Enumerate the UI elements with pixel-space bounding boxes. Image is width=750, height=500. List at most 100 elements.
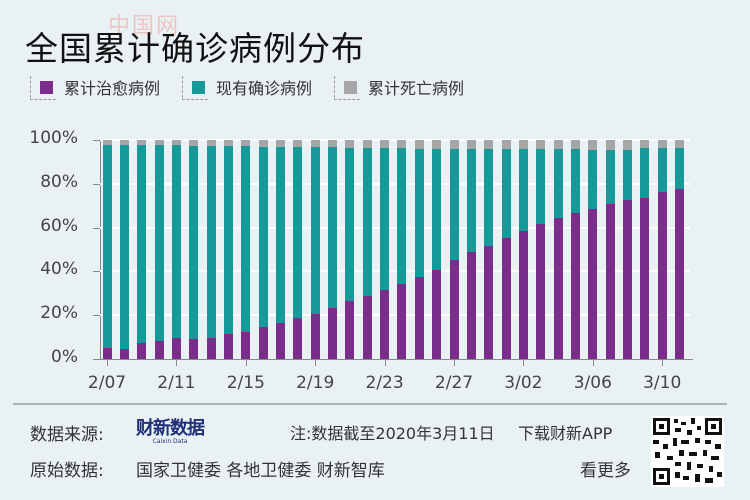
bar-segment-deaths	[223, 140, 233, 147]
brand-logo: 财新数据 Caixin Data	[136, 414, 205, 445]
bar-segment-recovered	[345, 300, 355, 359]
bar-segment-deaths	[276, 140, 285, 147]
bar-segment-recovered	[258, 327, 268, 359]
bar-segment-active	[137, 145, 147, 343]
source-label: 数据来源:	[30, 425, 104, 445]
origin-sources: 国家卫健委 各地卫健委 财新智库	[136, 461, 385, 481]
bar-segment-deaths	[102, 140, 112, 145]
bar-segment-recovered	[657, 191, 667, 359]
bar-segment-active	[536, 149, 546, 225]
x-tick	[245, 359, 247, 366]
brand-name: 财新数据	[136, 418, 205, 439]
bar-segment-recovered	[570, 212, 580, 359]
bar-segment-recovered	[241, 332, 251, 359]
bar-segment-deaths	[189, 140, 199, 146]
legend-item-active: 现有确诊病例	[182, 74, 312, 100]
bar-segment-deaths	[466, 140, 476, 149]
stacked-bar-chart: 0% 20% 40% 60% 80% 100% 2/07 2/11 2/15 2/19 2/23 2/…	[29, 128, 693, 393]
bar-segment-deaths	[293, 140, 303, 147]
bar-segment-recovered	[206, 337, 216, 359]
bar-segment-active	[276, 146, 285, 324]
x-tick	[176, 359, 178, 366]
y-tick-label: 40%	[40, 259, 78, 280]
bar-segment-active	[675, 147, 685, 190]
bar-segment-active	[570, 149, 580, 213]
bar-segment-recovered	[276, 323, 285, 359]
bar-segment-deaths	[328, 140, 338, 148]
data-note: 注:数据截至2020年3月11日	[290, 424, 495, 443]
gridline	[100, 226, 690, 229]
footer-divider	[13, 403, 727, 405]
bar-segment-recovered	[328, 307, 338, 359]
qr-code-icon[interactable]	[651, 416, 724, 487]
bar-segment-active	[484, 148, 494, 246]
bar-segment-recovered	[466, 251, 476, 359]
x-tick-label: 2/15	[226, 373, 265, 393]
bar-segment-deaths	[119, 140, 129, 145]
bar-segment-recovered	[310, 314, 320, 359]
bar-segment-deaths	[345, 140, 355, 148]
x-tick	[523, 359, 525, 366]
bar-segment-recovered	[102, 348, 112, 359]
y-tick	[93, 271, 100, 273]
bar-segment-recovered	[154, 341, 164, 359]
legend-label: 累计死亡病例	[368, 79, 465, 98]
bar-segment-recovered	[675, 189, 685, 359]
bar-segment-active	[310, 147, 320, 315]
legend-swatch-recovered	[40, 80, 53, 94]
bar-segment-deaths	[623, 140, 632, 150]
bar-segment-deaths	[570, 140, 580, 150]
bar-segment-deaths	[380, 140, 390, 149]
download-app-text: 下载财新APP	[518, 424, 613, 443]
bar-segment-recovered	[605, 203, 615, 359]
bar-segment-deaths	[414, 140, 424, 149]
bar-segment-recovered	[501, 237, 511, 359]
bar-segment-active	[623, 149, 632, 200]
bar-segment-active	[588, 149, 598, 209]
x-tick-label: 3/02	[504, 373, 543, 393]
bar-segment-deaths	[640, 140, 650, 148]
bar-segment-deaths	[657, 140, 667, 148]
bar-segment-active	[206, 145, 216, 338]
x-tick	[592, 359, 594, 366]
gridline	[100, 270, 690, 273]
bar-segment-recovered	[293, 318, 303, 359]
bar-segment-deaths	[675, 140, 685, 148]
bar-segment-deaths	[484, 140, 494, 149]
bar-segment-deaths	[501, 140, 511, 150]
bar-segment-deaths	[553, 140, 563, 150]
y-tick-label: 60%	[40, 215, 78, 236]
y-tick	[93, 315, 100, 317]
bar-segment-recovered	[588, 208, 598, 359]
bar-segment-active	[466, 148, 476, 252]
bar-segment-active	[657, 147, 667, 192]
bar-segment-recovered	[119, 348, 129, 359]
bar-segment-recovered	[449, 260, 459, 359]
bar-segment-active	[397, 148, 407, 285]
chart-title: 全国累计确诊病例分布	[25, 29, 365, 68]
x-tick-label: 2/19	[296, 373, 335, 393]
bar-segment-active	[241, 146, 251, 333]
x-tick	[662, 359, 664, 366]
x-tick	[315, 359, 317, 366]
bar-segment-active	[640, 147, 650, 199]
x-tick-label: 2/23	[365, 373, 404, 393]
x-tick-label: 2/11	[157, 373, 196, 393]
watermark: 中国网	[108, 14, 181, 39]
y-tick	[93, 183, 100, 185]
bar-segment-active	[258, 146, 268, 328]
legend-swatch-deaths	[344, 80, 358, 94]
bar-segment-recovered	[414, 277, 424, 359]
y-tick-label: 80%	[40, 171, 78, 192]
bar-segment-recovered	[137, 343, 147, 359]
gridline	[100, 139, 690, 141]
bar-segment-active	[293, 147, 303, 319]
bar-segment-active	[432, 148, 442, 271]
bar-segment-recovered	[553, 217, 563, 359]
bar-segment-recovered	[362, 295, 372, 359]
x-tick	[454, 359, 455, 366]
x-tick-label: 2/07	[87, 373, 127, 393]
legend-item-deaths: 累计死亡病例	[334, 74, 464, 100]
x-axis	[93, 359, 693, 360]
bar-segment-deaths	[605, 140, 615, 150]
